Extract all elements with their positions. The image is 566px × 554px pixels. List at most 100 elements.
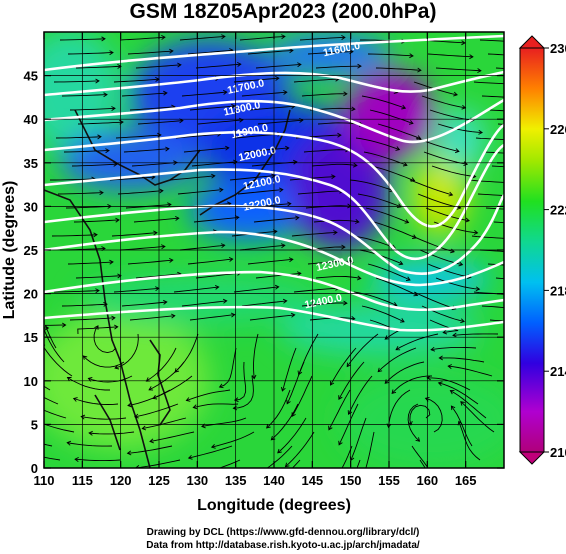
streamline xyxy=(450,390,487,419)
streamline-arrowhead xyxy=(74,456,79,462)
x-tick-label: 135 xyxy=(225,473,247,488)
x-tick-label: 110 xyxy=(34,473,55,488)
streamline-arrowhead xyxy=(97,134,102,140)
streamline-arrowhead xyxy=(400,318,405,323)
streamline-arrowhead xyxy=(211,173,216,179)
streamline xyxy=(89,431,135,435)
credit-line-dcl: Drawing by DCL (https://www.gfd-dennou.o… xyxy=(146,527,420,538)
y-tick-label: 5 xyxy=(31,417,38,432)
streamline xyxy=(117,190,163,195)
streamline xyxy=(71,163,118,167)
map-title: GSM 18Z05Apr2023 (200.0hPa) xyxy=(129,0,437,23)
streamline-arrowhead xyxy=(61,322,67,328)
streamline-arrowhead xyxy=(174,215,180,221)
height-contours xyxy=(44,34,504,332)
streamline xyxy=(127,50,173,55)
streamline-arrowhead xyxy=(391,389,397,395)
streamline-arrowhead xyxy=(402,161,408,167)
streamline-arrowhead xyxy=(24,401,28,405)
streamline xyxy=(489,319,504,322)
streamline-arrowhead xyxy=(148,386,154,391)
streamline-arrowhead xyxy=(279,187,284,193)
streamline xyxy=(281,347,297,392)
x-tick-label: 150 xyxy=(340,473,362,488)
streamline xyxy=(293,287,339,293)
streamline-arrowhead xyxy=(167,202,172,208)
streamline xyxy=(477,193,504,197)
streamline xyxy=(301,302,347,307)
streamline-arrowhead xyxy=(447,364,452,369)
streamline xyxy=(53,80,100,83)
streamline xyxy=(409,404,431,425)
y-tick-label: 45 xyxy=(24,69,38,84)
streamline xyxy=(187,258,233,265)
credit-line-data: Data from http://database.rish.kyoto-u.a… xyxy=(146,540,420,551)
streamline xyxy=(67,377,110,391)
y-tick-label: 10 xyxy=(24,374,38,389)
streamline-arrowhead xyxy=(111,315,116,321)
streamline-arrowhead xyxy=(153,230,158,236)
streamline xyxy=(219,347,237,388)
streamline xyxy=(299,36,345,41)
streamline xyxy=(255,272,301,279)
streamline xyxy=(266,389,291,429)
colorbar-bar xyxy=(519,47,545,453)
streamline-arrowhead xyxy=(289,48,294,54)
streamline-arrowhead xyxy=(257,471,261,475)
streamline xyxy=(93,325,117,354)
streamline xyxy=(241,91,287,97)
streamline-arrowhead xyxy=(219,187,224,193)
streamline-arrowhead xyxy=(458,261,464,267)
streamline-arrowhead xyxy=(450,405,456,411)
streamline xyxy=(437,123,483,134)
streamline-arrowhead xyxy=(274,284,280,290)
streamline-arrowhead xyxy=(16,449,20,453)
streamline xyxy=(233,375,254,409)
streamline xyxy=(149,431,195,442)
streamline xyxy=(481,95,504,98)
streamline-arrowhead xyxy=(163,299,168,305)
streamline xyxy=(114,333,139,369)
x-tick-label: 125 xyxy=(148,473,170,488)
streamline xyxy=(286,361,305,404)
streamline xyxy=(201,417,247,427)
colorbar-tick-label: 226 xyxy=(550,122,566,137)
credits: Drawing by DCL (https://www.gfd-dennou.o… xyxy=(0,526,566,552)
x-tick-label: 160 xyxy=(416,473,438,488)
streamline xyxy=(129,106,175,111)
streamline xyxy=(175,133,221,139)
y-tick-label: 20 xyxy=(24,287,38,302)
streamline-arrowhead xyxy=(220,243,226,249)
streamline xyxy=(373,221,417,239)
streamline-arrowhead xyxy=(149,438,154,444)
streamline-arrowhead xyxy=(331,174,336,180)
streamline-arrowhead xyxy=(477,68,482,73)
streamline-arrowhead xyxy=(395,146,401,151)
streamline-arrowhead xyxy=(513,237,517,241)
streamline xyxy=(75,275,121,279)
streamline xyxy=(69,317,115,321)
streamline xyxy=(193,216,239,223)
streamline-arrowhead xyxy=(187,454,193,460)
streamline xyxy=(127,389,171,407)
streamline xyxy=(377,347,417,373)
streamline-arrowhead xyxy=(351,316,356,321)
streamline-arrowhead xyxy=(114,364,120,370)
streamline xyxy=(301,93,347,97)
streamline-arrowhead xyxy=(169,48,174,54)
streamline-arrowhead xyxy=(169,257,174,263)
streamline-arrowhead xyxy=(233,159,238,165)
streamline xyxy=(369,109,414,124)
streamline-arrowhead xyxy=(395,345,401,351)
streamline xyxy=(357,193,402,208)
streamline xyxy=(129,315,175,321)
streamline-arrowhead xyxy=(44,325,50,331)
streamline xyxy=(179,244,225,251)
streamline-arrowhead xyxy=(355,219,360,224)
streamline-arrowhead xyxy=(397,203,402,208)
streamline-arrowhead xyxy=(228,256,234,262)
streamline-arrowhead xyxy=(452,332,457,338)
streamline-arrowhead xyxy=(408,120,414,125)
streamline xyxy=(341,445,353,468)
streamline-arrowhead xyxy=(295,215,300,221)
